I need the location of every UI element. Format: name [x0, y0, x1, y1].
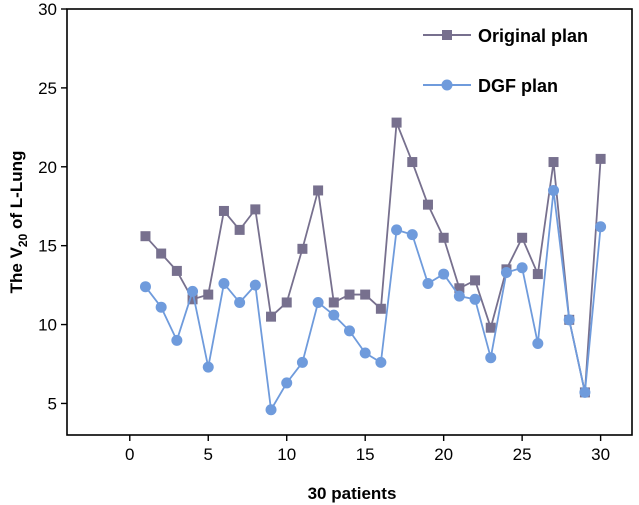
point-original-18: [407, 157, 418, 168]
point-dgf-26: [532, 337, 544, 349]
legend-marker-dgf: [441, 79, 453, 91]
point-dgf-12: [312, 296, 324, 308]
point-original-22: [470, 275, 481, 286]
legend-label-dgf: DGF plan: [478, 76, 558, 96]
point-original-7: [234, 224, 245, 235]
point-dgf-6: [218, 278, 230, 290]
y-tick-label-20: 20: [38, 158, 57, 177]
point-original-1: [140, 231, 151, 242]
point-dgf-4: [187, 285, 199, 297]
point-original-20: [438, 232, 449, 243]
point-original-21: [454, 283, 465, 294]
x-tick-label-30: 30: [591, 445, 610, 464]
point-dgf-20: [438, 268, 450, 280]
x-axis-ticks: 0 5 10 15 20 25 30: [125, 435, 610, 464]
point-original-6: [218, 205, 229, 216]
y-axis-title-suffix: of L-Lung: [7, 151, 26, 234]
y-axis-title-prefix: The V: [7, 246, 26, 293]
point-original-3: [171, 265, 182, 276]
point-original-13: [328, 297, 339, 308]
y-axis-title: The V20 of L-Lung: [7, 151, 30, 294]
legend-label-original: Original plan: [478, 26, 588, 46]
x-tick-label-20: 20: [434, 445, 453, 464]
point-dgf-8: [249, 279, 261, 291]
plot-frame: [66, 8, 633, 436]
point-dgf-3: [171, 334, 183, 346]
point-original-15: [360, 289, 371, 300]
point-dgf-9: [265, 404, 277, 416]
point-original-14: [344, 289, 355, 300]
point-dgf-7: [234, 296, 246, 308]
point-dgf-5: [202, 361, 214, 373]
point-original-5: [203, 289, 214, 300]
y-tick-label-25: 25: [38, 79, 57, 98]
point-dgf-11: [296, 356, 308, 368]
series-line-1: [144, 189, 602, 411]
y-tick-label-10: 10: [38, 316, 57, 335]
y-tick-label-15: 15: [38, 237, 57, 256]
series-dgf-plan: [139, 184, 607, 416]
series-line-0: [144, 121, 602, 394]
point-dgf-23: [485, 352, 497, 364]
point-dgf-1: [139, 281, 151, 293]
series-layer: [139, 117, 607, 416]
point-dgf-13: [328, 309, 340, 321]
point-dgf-27: [548, 184, 560, 196]
x-tick-label-0: 0: [125, 445, 134, 464]
y-axis-ticks: 5 10 15 20 25 30: [38, 0, 67, 413]
point-original-11: [297, 243, 308, 254]
legend: Original plan DGF plan: [423, 26, 588, 96]
legend-item-dgf: DGF plan: [423, 76, 558, 96]
point-original-27: [548, 157, 559, 168]
x-tick-label-25: 25: [513, 445, 532, 464]
legend-marker-original: [442, 30, 452, 40]
point-dgf-10: [281, 377, 293, 389]
point-original-8: [250, 204, 261, 215]
point-dgf-18: [406, 229, 418, 241]
point-dgf-2: [155, 301, 167, 313]
point-dgf-28: [563, 314, 575, 326]
y-tick-label-30: 30: [38, 0, 57, 19]
point-original-26: [532, 269, 543, 280]
x-tick-label-10: 10: [277, 445, 296, 464]
point-dgf-21: [453, 290, 465, 302]
point-dgf-29: [579, 386, 591, 398]
legend-item-original: Original plan: [423, 26, 588, 46]
point-original-23: [485, 322, 496, 333]
x-axis-title: 30 patients: [308, 484, 397, 503]
y-tick-label-5: 5: [48, 394, 57, 413]
plot-area: 0 5 10 15 20 25 30 5 10 15 20 25 30: [38, 0, 633, 464]
y-axis-title-subscript: 20: [16, 233, 30, 247]
point-original-2: [156, 248, 167, 259]
point-dgf-25: [516, 262, 528, 274]
point-original-17: [391, 117, 402, 128]
point-original-4: [187, 294, 198, 305]
point-dgf-22: [469, 293, 481, 305]
x-tick-label-15: 15: [356, 445, 375, 464]
point-dgf-14: [344, 325, 355, 337]
point-original-25: [517, 232, 528, 243]
point-dgf-17: [391, 224, 403, 236]
point-dgf-19: [422, 278, 434, 290]
point-original-9: [266, 311, 277, 322]
point-original-19: [422, 199, 433, 210]
point-original-30: [595, 153, 606, 164]
point-dgf-16: [375, 356, 387, 368]
x-tick-label-5: 5: [204, 445, 213, 464]
point-dgf-15: [359, 347, 371, 359]
point-original-12: [313, 185, 324, 196]
point-original-16: [375, 303, 386, 314]
point-original-10: [281, 297, 292, 308]
point-dgf-24: [500, 266, 512, 278]
point-dgf-30: [595, 221, 607, 233]
